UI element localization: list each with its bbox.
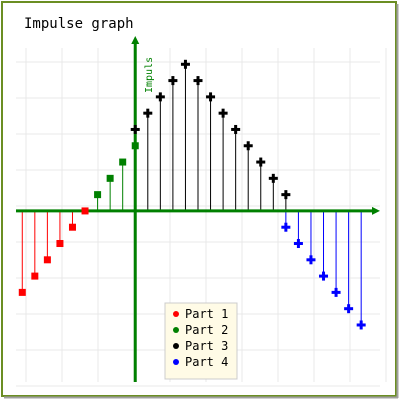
- x-axis-arrow: [372, 206, 380, 215]
- data-point: [31, 272, 39, 280]
- legend-swatch: [173, 343, 179, 349]
- legend-swatch: [173, 327, 179, 333]
- chart-title: Impulse graph: [24, 16, 134, 32]
- data-point: [281, 222, 291, 232]
- marker-bar: [271, 173, 275, 183]
- legend: Part 1 Part 2 Part 3 Part 4: [164, 302, 238, 380]
- data-point: [206, 92, 216, 102]
- data-point: [180, 59, 190, 69]
- data-point: [68, 223, 76, 231]
- marker-bar: [334, 287, 338, 297]
- axes: [16, 36, 380, 382]
- data-point: [143, 108, 153, 118]
- data-point: [243, 141, 253, 151]
- marker-bar: [234, 124, 238, 134]
- marker-bar: [221, 108, 225, 118]
- marker-bar: [284, 222, 288, 232]
- markers: [18, 59, 366, 330]
- marker-bar: [246, 141, 250, 151]
- data-point: [81, 207, 89, 215]
- data-point: [94, 191, 102, 199]
- data-point: [218, 108, 228, 118]
- marker-bar: [359, 320, 363, 330]
- marker-bar: [322, 271, 326, 281]
- impulse-lines: [21, 64, 362, 325]
- data-point: [256, 157, 266, 167]
- data-point: [43, 256, 51, 264]
- data-point: [56, 240, 64, 248]
- data-point: [119, 158, 127, 166]
- data-point: [193, 76, 203, 86]
- data-point: [331, 287, 341, 297]
- data-point: [131, 142, 139, 150]
- legend-label: Part 2: [185, 323, 228, 337]
- data-point: [130, 124, 140, 134]
- marker-bar: [284, 190, 288, 200]
- marker-bar: [158, 92, 162, 102]
- data-point: [306, 255, 316, 265]
- marker-bar: [259, 157, 263, 167]
- data-point: [18, 288, 26, 296]
- marker-bar: [347, 304, 351, 314]
- legend-swatch: [173, 311, 179, 317]
- data-point: [168, 76, 178, 86]
- marker-bar: [171, 76, 175, 86]
- y-axis-label: Impuls: [144, 57, 155, 93]
- marker-bar: [209, 92, 213, 102]
- data-point: [106, 174, 114, 182]
- marker-bar: [296, 239, 300, 249]
- data-point: [344, 304, 354, 314]
- data-point: [281, 190, 291, 200]
- data-point: [293, 239, 303, 249]
- data-point: [356, 320, 366, 330]
- marker-bar: [183, 59, 187, 69]
- legend-label: Part 3: [185, 339, 228, 353]
- marker-bar: [146, 108, 150, 118]
- marker-bar: [133, 124, 137, 134]
- y-axis-arrow: [131, 36, 140, 44]
- data-point: [319, 271, 329, 281]
- data-point: [268, 173, 278, 183]
- marker-bar: [196, 76, 200, 86]
- data-point: [231, 124, 241, 134]
- legend-swatch: [173, 359, 179, 365]
- marker-bar: [309, 255, 313, 265]
- legend-label: Part 1: [185, 307, 228, 321]
- data-point: [155, 92, 165, 102]
- legend-label: Part 4: [185, 355, 228, 369]
